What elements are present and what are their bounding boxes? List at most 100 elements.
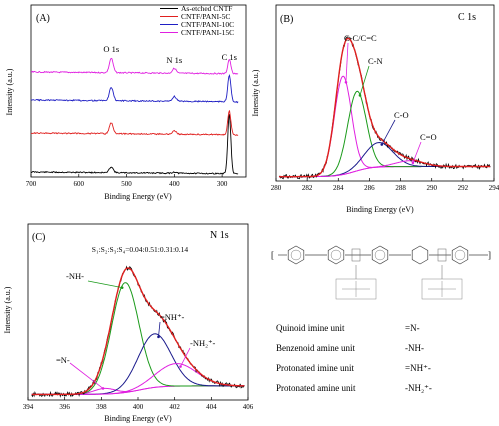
panel-b-background-line xyxy=(279,166,491,178)
protonated-n-group xyxy=(351,248,361,262)
panel-a-series-line xyxy=(31,57,239,75)
panel-c-xtick-label: 394 xyxy=(23,403,34,411)
panel-b-component-curve xyxy=(279,90,491,178)
panel-b-component-label: C-N xyxy=(368,56,383,66)
panel-b-component-label: C=O xyxy=(420,132,437,142)
panel-c-xlabel: Binding Energy (eV) xyxy=(104,414,172,423)
structure-unit-formula: =N- xyxy=(405,323,420,333)
aromatic-circle xyxy=(374,249,386,261)
chain-bracket: [ xyxy=(271,250,274,260)
panel-b-xtick-label: 280 xyxy=(271,184,282,192)
panel-b-component-curve xyxy=(279,160,491,178)
panel-c-xtick-label: 402 xyxy=(169,403,180,411)
panel-c-label-leader xyxy=(158,321,161,337)
panel-b-component-curve xyxy=(279,141,491,178)
structure-unit-formula: =NH⁺- xyxy=(405,363,431,373)
pani-structure-drawing: [] xyxy=(271,245,491,300)
benzene-ring xyxy=(451,245,469,265)
panel-a-peak-annotation: O 1s xyxy=(103,44,119,54)
panel-c-title: N 1s xyxy=(210,230,229,241)
panel-b-label-leader xyxy=(381,119,396,145)
benzene-ring xyxy=(327,245,345,265)
structure-unit-formula: -NH- xyxy=(405,343,424,353)
sulfate-counterion xyxy=(335,278,377,300)
panel-b-label-arrowhead xyxy=(358,94,362,97)
panel-a-xtick-label: 300 xyxy=(217,180,228,188)
panel-b-label: (B) xyxy=(280,14,293,25)
aromatic-circle xyxy=(290,249,302,261)
panel-b-xtick-label: 286 xyxy=(364,184,375,192)
panel-a-xtick-label: 400 xyxy=(169,180,180,188)
structure-unit-name: Protonated imine unit xyxy=(276,363,354,373)
panel-a-peak-annotation: C 1s xyxy=(222,52,237,62)
panel-b-ylabel: Intensity (a.u.) xyxy=(251,69,260,116)
pani-structure: [] Quinoid imine unit =N- Benzenoid amine … xyxy=(271,245,491,393)
panel-b-component-label: C-C/C=C xyxy=(344,33,377,43)
panel-a: (A) Binding Energy (eV) Intensity (a.u.)… xyxy=(5,4,247,201)
panel-a-label: (A) xyxy=(36,13,50,24)
panel-b-label-arrowhead xyxy=(411,161,415,165)
aromatic-circle xyxy=(454,249,466,261)
panel-c-ylabel: Intensity (a.u.) xyxy=(3,286,12,333)
panel-a-xtick-label: 500 xyxy=(121,180,132,188)
panel-c-xtick-label: 406 xyxy=(243,403,254,411)
panel-b-xtick-label: 294 xyxy=(489,184,499,192)
panel-a-legend-label: As-etched CNTF xyxy=(181,4,232,13)
panel-c-component-label: -NH₂⁺- xyxy=(190,338,216,348)
panel-a-series-line xyxy=(30,73,239,104)
panel-b-xlabel: Binding Energy (eV) xyxy=(346,205,414,214)
panel-c-xtick-label: 396 xyxy=(59,403,70,411)
panel-c-label-leader xyxy=(87,280,123,289)
panel-b-fit-envelope xyxy=(279,37,491,178)
panel-b-xtick-label: 290 xyxy=(426,184,437,192)
panel-c-label: (C) xyxy=(32,232,45,243)
panel-a-legend-label: CNTF/PANI-15C xyxy=(181,28,234,37)
panel-a-xlabel: Binding Energy (eV) xyxy=(104,192,172,201)
panel-b-xtick-label: 292 xyxy=(458,184,469,192)
panel-a-legend-label: CNTF/PANI-5C xyxy=(181,12,230,21)
panel-a-frame xyxy=(30,4,247,178)
panel-b-xtick-label: 282 xyxy=(302,184,313,192)
structure-unit-name: Quinoid imine unit xyxy=(276,323,345,333)
panel-c-ratio-text: S₁:S₂:S₃:S₄=0.04:0.51:0.31:0.14 xyxy=(92,245,189,254)
panel-b-component-curve xyxy=(279,75,491,178)
aromatic-circle xyxy=(330,249,342,261)
panel-a-ylabel: Intensity (a.u.) xyxy=(5,68,14,115)
panel-b-frame xyxy=(275,4,495,182)
benzene-ring xyxy=(411,245,429,265)
panel-b-label-arrowhead xyxy=(380,143,384,146)
panel-b: (B) C 1s Binding Energy (eV) Intensity (… xyxy=(251,4,499,214)
panel-c-component-label: =N- xyxy=(56,355,70,365)
panel-b-xtick-label: 284 xyxy=(333,184,344,192)
panel-b-label-leader xyxy=(412,141,422,163)
panel-b-title: C 1s xyxy=(458,12,476,23)
panel-c-label-arrowhead xyxy=(101,387,105,390)
panel-a-xtick-label: 700 xyxy=(26,180,37,188)
panel-a-xtick-label: 600 xyxy=(74,180,85,188)
panel-c-label-arrowhead xyxy=(179,365,182,368)
panel-c-fit-envelope xyxy=(31,267,245,396)
structure-unit-name: Benzenoid amine unit xyxy=(276,343,355,353)
panel-c-xtick-label: 400 xyxy=(133,403,144,411)
panel-c: (C) N 1s S₁:S₂:S₃:S₄=0.04:0.51:0.31:0.14… xyxy=(3,223,254,423)
protonated-n-group xyxy=(437,248,447,262)
panel-a-series-line xyxy=(30,113,239,175)
panel-b-label-arrowhead xyxy=(344,80,348,84)
chain-bracket: ] xyxy=(488,250,491,260)
panel-a-peak-annotation: N 1s xyxy=(166,55,182,65)
sulfate-counterion xyxy=(421,278,463,300)
structure-unit-name: Protonated amine unit xyxy=(276,383,356,393)
panel-c-component-label: =NH⁺- xyxy=(160,312,185,322)
panel-c-label-leader xyxy=(180,347,191,367)
panel-c-component-label: -NH- xyxy=(66,271,84,281)
panel-c-raw-spectrum xyxy=(31,265,245,398)
benzene-ring xyxy=(287,245,305,265)
panel-a-legend-label: CNTF/PANI-10C xyxy=(181,20,234,29)
panel-b-label-leader xyxy=(345,42,349,83)
panel-b-xtick-label: 288 xyxy=(395,184,406,192)
structure-unit-formula: -NH₂⁺- xyxy=(405,383,432,393)
panel-b-component-label: C-O xyxy=(394,110,409,120)
panel-b-label-leader xyxy=(359,65,370,96)
panel-a-series-line xyxy=(30,110,239,136)
